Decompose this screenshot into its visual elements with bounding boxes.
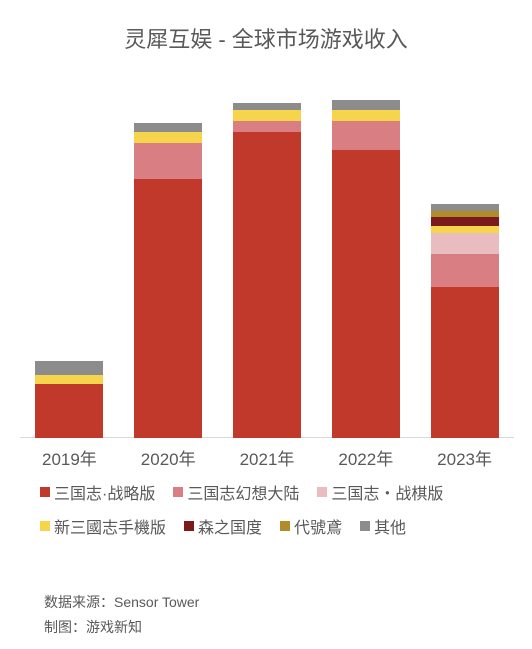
bar-segment [431, 204, 499, 211]
column [218, 78, 317, 438]
legend-item: 三国志幻想大陆 [173, 480, 299, 504]
bar-stack [134, 123, 202, 438]
bar-stack [233, 103, 301, 438]
legend-item: 三国志・战棋版 [317, 480, 443, 504]
bar-segment [431, 233, 499, 255]
x-label: 2019年 [20, 445, 119, 470]
x-label: 2021年 [218, 445, 317, 470]
columns [20, 78, 514, 438]
legend-label: 三国志・战棋版 [331, 480, 443, 504]
column [415, 78, 514, 438]
bar-stack [332, 100, 400, 438]
chart-title: 灵犀互娱 - 全球市场游戏收入 [0, 22, 532, 54]
x-label: 2023年 [415, 445, 514, 470]
bar-segment [431, 254, 499, 286]
x-axis-labels: 2019年2020年2021年2022年2023年 [20, 445, 514, 470]
bar-segment [332, 121, 400, 150]
legend: 三国志·战略版 三国志幻想大陆 三国志・战棋版新三國志手機版 森之国度 代號鳶 其他 [40, 480, 512, 538]
legend-label: 新三國志手機版 [54, 514, 166, 538]
bar-segment [134, 179, 202, 438]
bar-segment [233, 110, 301, 121]
legend-item: 代號鳶 [280, 514, 342, 538]
legend-label: 代號鳶 [294, 514, 342, 538]
legend-item: 森之国度 [184, 514, 262, 538]
legend-label: 其他 [374, 514, 406, 538]
legend-item: 三国志·战略版 [40, 480, 155, 504]
legend-swatch [40, 487, 50, 497]
column [316, 78, 415, 438]
bar-segment [431, 226, 499, 233]
legend-swatch [40, 521, 50, 531]
bar-segment [431, 287, 499, 438]
legend-swatch [280, 521, 290, 531]
bar-stack [431, 204, 499, 438]
bar-segment [233, 121, 301, 132]
footer-line: 数据来源：Sensor Tower [44, 590, 199, 615]
bar-segment [134, 123, 202, 132]
legend-label: 森之国度 [198, 514, 262, 538]
bar-segment [233, 132, 301, 438]
column [119, 78, 218, 438]
legend-item: 其他 [360, 514, 406, 538]
bar-segment [332, 150, 400, 438]
footer-line: 制图：游戏新知 [44, 615, 199, 640]
bar-segment [134, 143, 202, 179]
bar-segment [35, 384, 103, 438]
bar-segment [233, 103, 301, 110]
legend-item: 新三國志手機版 [40, 514, 166, 538]
footer: 数据来源：Sensor Tower制图：游戏新知 [44, 590, 199, 640]
legend-swatch [360, 521, 370, 531]
legend-swatch [317, 487, 327, 497]
legend-label: 三国志·战略版 [54, 480, 155, 504]
bar-segment [332, 100, 400, 111]
plot-area [20, 78, 514, 438]
bar-segment [134, 132, 202, 143]
bar-segment [35, 375, 103, 384]
bar-stack [35, 361, 103, 438]
column [20, 78, 119, 438]
x-label: 2020年 [119, 445, 218, 470]
chart-container: 灵犀互娱 - 全球市场游戏收入 2019年2020年2021年2022年2023… [0, 0, 532, 649]
bar-segment [332, 110, 400, 121]
x-label: 2022年 [316, 445, 415, 470]
legend-swatch [184, 521, 194, 531]
legend-swatch [173, 487, 183, 497]
bar-segment [431, 217, 499, 226]
bar-segment [35, 361, 103, 375]
legend-label: 三国志幻想大陆 [187, 480, 299, 504]
